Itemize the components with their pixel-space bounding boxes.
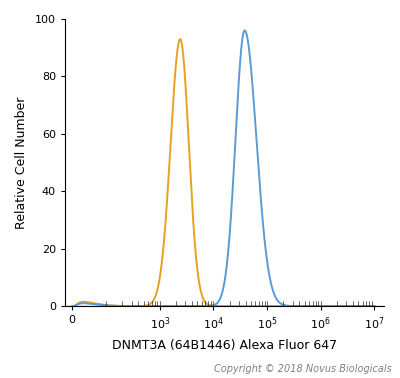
X-axis label: DNMT3A (64B1446) Alexa Fluor 647: DNMT3A (64B1446) Alexa Fluor 647 — [112, 339, 337, 352]
Text: Copyright © 2018 Novus Biologicals: Copyright © 2018 Novus Biologicals — [214, 364, 392, 374]
Y-axis label: Relative Cell Number: Relative Cell Number — [15, 96, 28, 229]
